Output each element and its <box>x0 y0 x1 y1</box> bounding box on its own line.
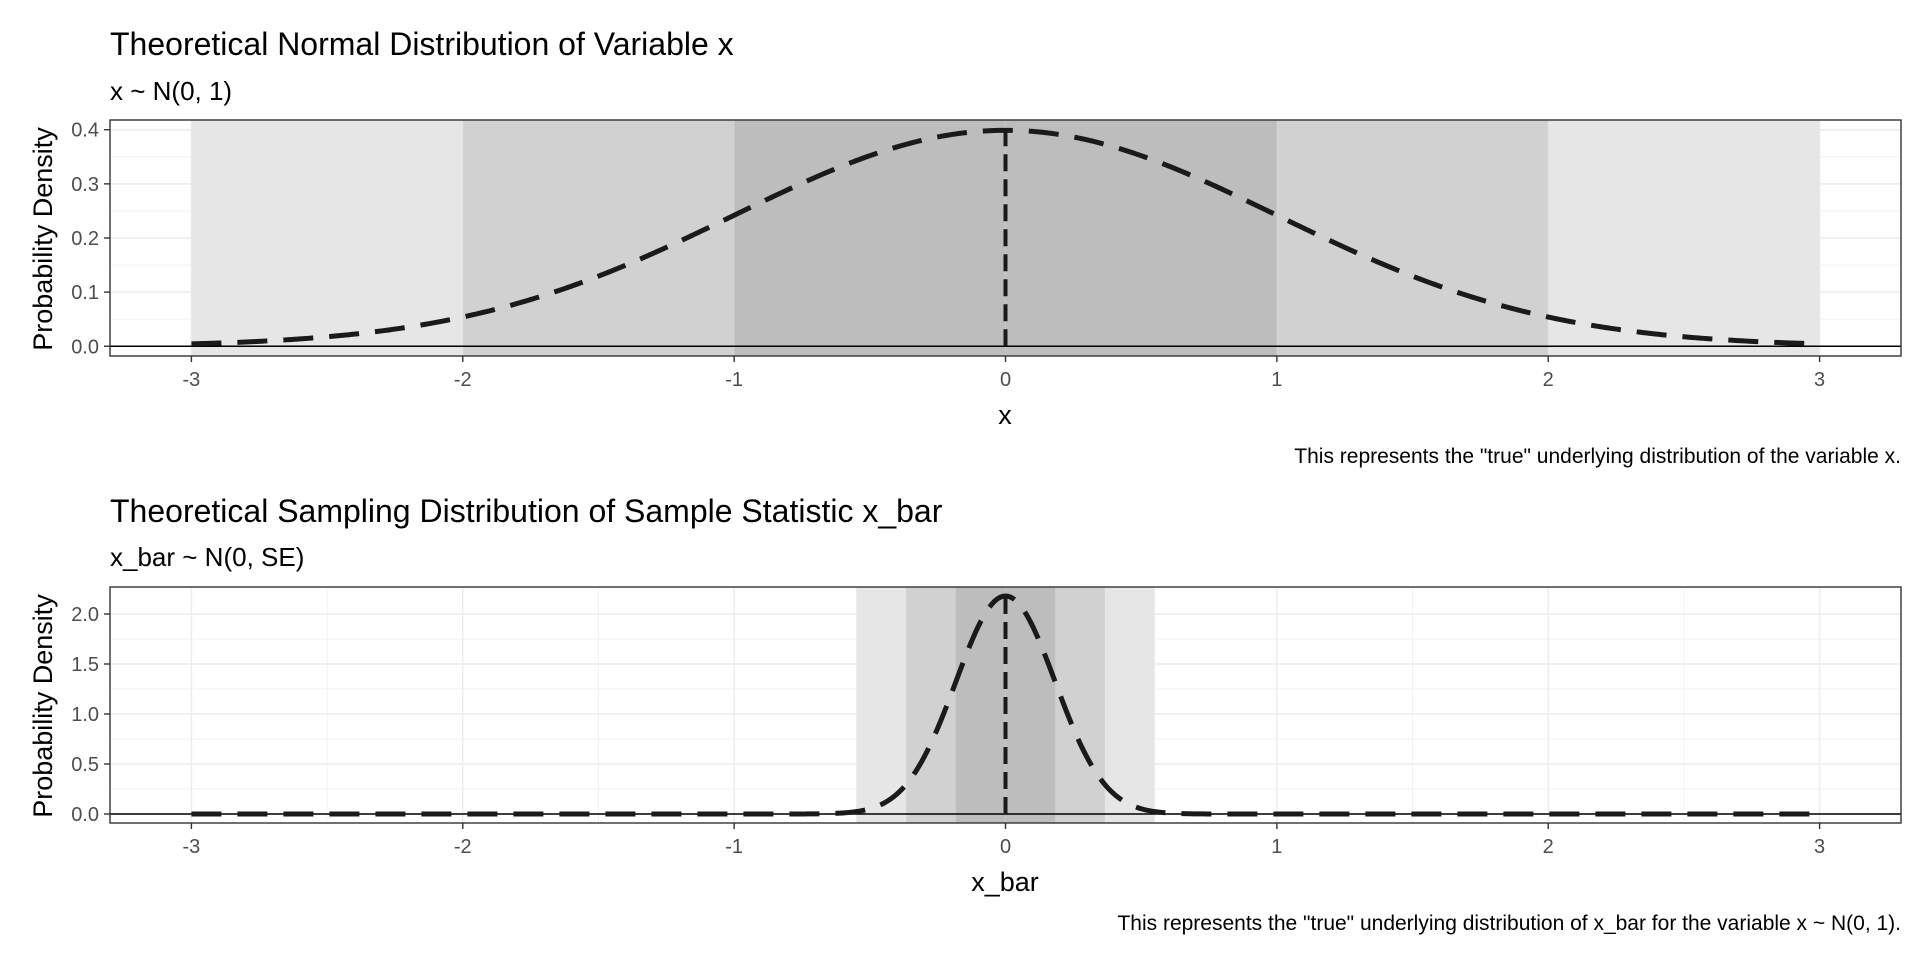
x-tick-label: 0 <box>1000 369 1011 391</box>
chart-subtitle: x ~ N(0, 1) <box>110 76 232 106</box>
y-axis-title: Probability Density <box>28 127 58 351</box>
y-axis-title: Probability Density <box>28 594 58 818</box>
x-axis-title: x_bar <box>971 867 1039 897</box>
y-tick-label: 1.5 <box>71 654 99 676</box>
x-tick-label: 1 <box>1271 369 1282 391</box>
y-tick-label: 0.5 <box>71 754 99 776</box>
density-curve <box>191 593 1820 817</box>
x-tick-label: -1 <box>725 369 743 391</box>
chart-subtitle: x_bar ~ N(0, SE) <box>110 542 304 572</box>
x-tick-label: 2 <box>1543 369 1554 391</box>
x-tick-label: -2 <box>454 369 472 391</box>
y-tick-label: 0.1 <box>71 282 99 304</box>
chart-caption: This represents the "true" underlying di… <box>1117 912 1901 935</box>
y-tick-label: 0.0 <box>71 804 99 826</box>
x-tick-label: -1 <box>725 836 743 858</box>
x-tick-label: -3 <box>183 369 201 391</box>
chart-title: Theoretical Normal Distribution of Varia… <box>110 26 734 62</box>
y-tick-label: 0.3 <box>71 174 99 196</box>
x-tick-label: -2 <box>454 836 472 858</box>
x-axis-title: x <box>998 400 1012 430</box>
y-tick-label: 0.2 <box>71 228 99 250</box>
y-tick-label: 0.4 <box>71 120 99 142</box>
x-tick-label: 0 <box>1000 836 1011 858</box>
x-tick-label: 3 <box>1814 369 1825 391</box>
x-tick-label: 2 <box>1543 836 1554 858</box>
x-tick-label: 3 <box>1814 836 1825 858</box>
chart-caption: This represents the "true" underlying di… <box>1294 445 1901 468</box>
x-tick-label: -3 <box>183 836 201 858</box>
plot-area: -3 -2 -1 0 1 2 3 0.0 0.5 1.0 1.5 2.0 <box>71 586 1902 858</box>
y-tick-label: 2.0 <box>71 604 99 626</box>
chart-panel-2: Theoretical Sampling Distribution of Sam… <box>28 493 1902 935</box>
x-tick-label: 1 <box>1271 836 1282 858</box>
y-tick-label: 0.0 <box>71 336 99 358</box>
y-tick-label: 1.0 <box>71 704 99 726</box>
plot-area: -3 -2 -1 0 1 2 3 0.0 0.1 0.2 0.3 0.4 <box>71 119 1902 391</box>
chart-title: Theoretical Sampling Distribution of Sam… <box>110 493 943 529</box>
chart-panel-1: Theoretical Normal Distribution of Varia… <box>28 26 1902 468</box>
